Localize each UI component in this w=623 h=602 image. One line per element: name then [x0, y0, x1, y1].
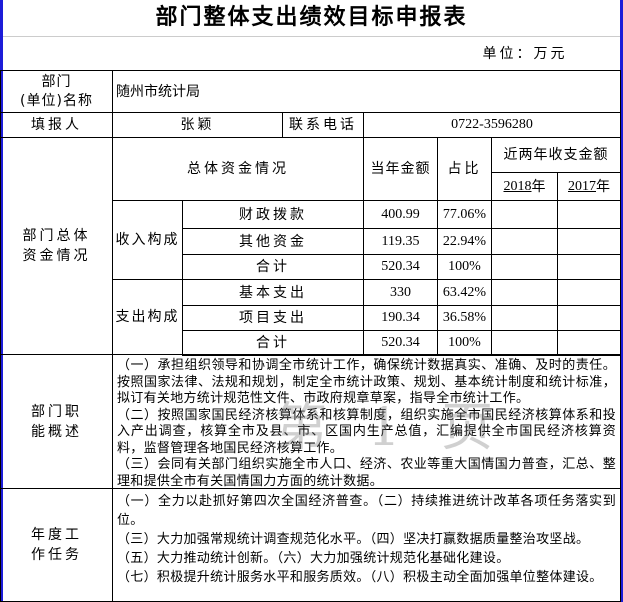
expense-label: 支出构成	[112, 279, 183, 355]
year-2017-value	[557, 305, 621, 331]
item-name: 合计	[182, 254, 364, 280]
item-ratio: 100%	[437, 330, 492, 356]
year-2018-value	[491, 330, 558, 356]
year-2017-value	[557, 330, 621, 356]
phone-label: 联系电话	[282, 112, 364, 138]
header-amount: 当年金额	[363, 137, 438, 201]
funds-section-label: 部门总体资金情况	[0, 137, 113, 355]
income-label: 收入构成	[112, 200, 183, 280]
header-year-2017: 2017 年	[557, 172, 621, 201]
filler-label: 填报人	[0, 112, 113, 138]
year-2018-value	[491, 305, 558, 331]
unit-label: 单位：万元	[482, 46, 568, 62]
dept-value: 随州市统计局	[112, 70, 621, 113]
year-2017-value	[557, 279, 621, 306]
year-2018: 2018	[503, 178, 532, 194]
header-ratio: 占比	[437, 137, 492, 201]
functions-text: （一）承担组织领导和协调全市统计工作，确保统计数据真实、准确、及时的责任。按照国…	[112, 354, 621, 489]
item-ratio: 22.94%	[437, 228, 492, 255]
item-name: 基本支出	[182, 279, 364, 306]
item-amount: 119.35	[363, 228, 438, 255]
item-amount: 190.34	[363, 305, 438, 331]
year-2018-value	[491, 228, 558, 255]
year-2017-value	[557, 254, 621, 280]
item-ratio: 100%	[437, 254, 492, 280]
item-amount: 330	[363, 279, 438, 306]
item-name: 其他资金	[182, 228, 364, 255]
item-amount: 400.99	[363, 200, 438, 229]
filler-value: 张颖	[112, 112, 283, 138]
header-year-2018: 2018 年	[491, 172, 558, 201]
tasks-label: 年度工作任务	[0, 488, 113, 602]
item-ratio: 63.42%	[437, 279, 492, 306]
item-name: 项目支出	[182, 305, 364, 331]
item-amount: 520.34	[363, 254, 438, 280]
year-suffix: 年	[531, 178, 546, 195]
functions-label: 部门职能概述	[0, 354, 113, 489]
header-overall: 总体资金情况	[112, 137, 364, 201]
item-name: 合计	[182, 330, 364, 356]
year-suffix: 年	[596, 178, 610, 195]
year-2018-value	[491, 279, 558, 306]
year-2018-value	[491, 200, 558, 229]
year-2018-value	[491, 254, 558, 280]
page-title: 部门整体支出绩效目标申报表	[3, 0, 620, 37]
left-edge	[0, 0, 3, 602]
year-2017-value	[557, 200, 621, 229]
item-ratio: 77.06%	[437, 200, 492, 229]
header-recent: 近两年收支金额	[491, 137, 621, 173]
item-name: 财政拨款	[182, 200, 364, 229]
year-2017: 2017	[568, 178, 596, 194]
dept-label: 部门 (单位)名称	[0, 70, 113, 113]
right-edge	[620, 0, 623, 602]
phone-value: 0722-3596280	[363, 112, 621, 138]
item-amount: 520.34	[363, 330, 438, 356]
tasks-text: （一）全力以赴抓好第四次全国经济普查。（二）持续推进统计改革各项任务落实到位。 …	[112, 488, 621, 602]
year-2017-value	[557, 228, 621, 255]
item-ratio: 36.58%	[437, 305, 492, 331]
